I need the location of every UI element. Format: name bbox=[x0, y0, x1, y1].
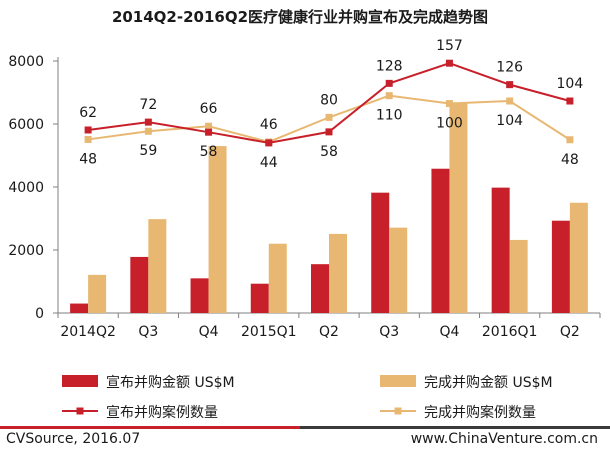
data-label-completed-count: 80 bbox=[320, 92, 338, 108]
website-link[interactable]: www.ChinaVenture.com.cn bbox=[410, 431, 598, 447]
x-tick-label: Q4 bbox=[199, 324, 219, 340]
x-tick-label: Q4 bbox=[439, 324, 459, 340]
legend-announced-amount-label: 宣布并购金额 US$M bbox=[106, 375, 235, 391]
data-label-announced-count: 126 bbox=[496, 60, 523, 76]
legend-completed-count-marker bbox=[394, 407, 402, 415]
axes: 0 2000 4000 6000 8000 2014Q2 Q3 Q4 2015Q1 Q2 Q3 Q4 2… bbox=[8, 54, 601, 340]
marker-announced-count bbox=[325, 128, 333, 136]
marker-announced-count bbox=[205, 128, 213, 136]
x-tick-label: Q3 bbox=[138, 324, 158, 340]
x-tick-label: Q2 bbox=[560, 324, 580, 340]
x-tick-label: Q3 bbox=[379, 324, 399, 340]
bar-completed-amount bbox=[208, 146, 227, 313]
data-label-announced-count: 58 bbox=[200, 144, 218, 160]
data-label-announced-count: 58 bbox=[320, 144, 338, 160]
marker-announced-count bbox=[445, 59, 453, 67]
x-tick-label: 2014Q2 bbox=[60, 324, 116, 340]
marker-completed-count bbox=[506, 97, 514, 105]
marker-completed-count bbox=[325, 113, 333, 121]
bar-completed-amount bbox=[569, 202, 588, 313]
data-label-completed-count: 104 bbox=[496, 113, 523, 129]
marker-completed-count bbox=[385, 92, 393, 100]
bars bbox=[70, 103, 588, 314]
bar-announced-amount bbox=[70, 303, 89, 313]
bar-completed-amount bbox=[148, 219, 167, 313]
y-tick-label: 4000 bbox=[8, 180, 44, 196]
data-label-completed-count: 48 bbox=[79, 151, 97, 167]
footer-rule-red bbox=[0, 426, 300, 429]
bar-announced-amount bbox=[311, 264, 329, 313]
data-label-announced-count: 44 bbox=[260, 155, 278, 171]
y-tick-label: 0 bbox=[35, 306, 44, 322]
bar-announced-amount bbox=[130, 256, 149, 313]
marker-announced-count bbox=[385, 79, 393, 87]
legend-announced-count-marker bbox=[76, 407, 84, 415]
y-tick-label: 6000 bbox=[8, 117, 44, 133]
data-label-completed-count: 110 bbox=[376, 108, 403, 124]
footer: CVSource, 2016.07 www.ChinaVenture.com.c… bbox=[0, 426, 610, 453]
data-label-completed-count: 48 bbox=[561, 152, 579, 168]
data-label-announced-count: 128 bbox=[376, 58, 403, 74]
data-labels: 62 48 72 59 58 66 44 46 58 80 128 110 157 100 126 104 10… bbox=[79, 38, 583, 171]
legend-completed-amount-label: 完成并购金额 US$M bbox=[424, 375, 553, 391]
x-tick-label: 2015Q1 bbox=[241, 324, 297, 340]
bar-completed-amount bbox=[329, 233, 347, 313]
bar-completed-amount bbox=[389, 227, 408, 313]
lines bbox=[84, 59, 574, 147]
marker-announced-count bbox=[506, 81, 514, 89]
bar-announced-amount bbox=[491, 187, 510, 313]
bar-announced-amount bbox=[190, 278, 209, 313]
chart-title: 2014Q2-2016Q2医疗健康行业并购宣布及完成趋势图 bbox=[112, 8, 488, 26]
legend-completed-amount-swatch bbox=[380, 375, 416, 387]
legend-announced-count-label: 宣布并购案例数量 bbox=[106, 404, 218, 421]
marker-announced-count bbox=[144, 118, 152, 126]
legend-announced-amount-swatch bbox=[62, 375, 98, 387]
marker-completed-count bbox=[144, 127, 152, 135]
legend: 宣布并购金额 US$M 完成并购金额 US$M 宣布并购案例数量 完成并购案例数量 bbox=[62, 375, 553, 421]
marker-completed-count bbox=[84, 135, 92, 143]
marker-announced-count bbox=[265, 139, 273, 147]
marker-announced-count bbox=[84, 126, 92, 134]
bar-completed-amount bbox=[268, 243, 287, 313]
bar-completed-amount bbox=[449, 103, 468, 314]
bar-announced-amount bbox=[551, 220, 570, 313]
y-tick-label: 8000 bbox=[8, 54, 44, 70]
marker-completed-count bbox=[205, 122, 213, 130]
marker-announced-count bbox=[566, 97, 574, 105]
data-label-announced-count: 157 bbox=[436, 38, 463, 54]
bar-completed-amount bbox=[88, 274, 107, 313]
footer-rule-dark bbox=[300, 426, 610, 429]
data-label-announced-count: 72 bbox=[139, 97, 157, 113]
bar-announced-amount bbox=[371, 192, 390, 313]
x-tick-label: Q2 bbox=[319, 324, 339, 340]
bar-announced-amount bbox=[250, 283, 269, 313]
marker-completed-count bbox=[445, 100, 453, 108]
data-label-completed-count: 46 bbox=[260, 117, 278, 133]
data-label-completed-count: 66 bbox=[200, 101, 218, 117]
data-label-announced-count: 104 bbox=[557, 76, 584, 92]
source-note: CVSource, 2016.07 bbox=[6, 431, 141, 447]
marker-completed-count bbox=[566, 136, 574, 144]
x-tick-label: 2016Q1 bbox=[482, 324, 538, 340]
data-label-announced-count: 62 bbox=[79, 105, 97, 121]
data-label-completed-count: 100 bbox=[436, 116, 463, 132]
bar-completed-amount bbox=[509, 239, 528, 313]
bar-announced-amount bbox=[431, 168, 450, 313]
y-tick-label: 2000 bbox=[8, 243, 44, 259]
legend-completed-count-label: 完成并购案例数量 bbox=[424, 404, 536, 421]
data-label-completed-count: 59 bbox=[139, 143, 157, 159]
